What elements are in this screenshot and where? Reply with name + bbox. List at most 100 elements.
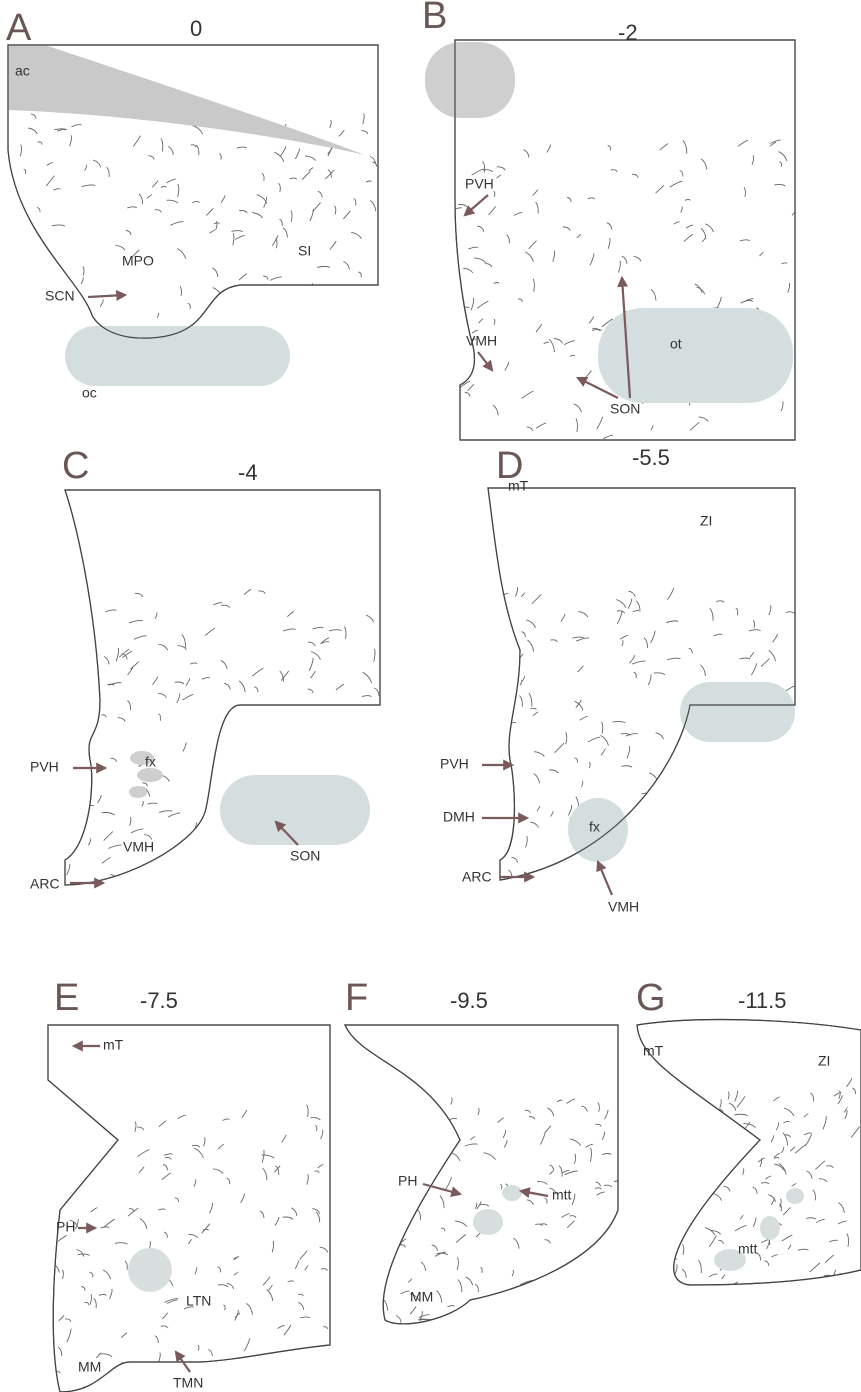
fiber bbox=[242, 306, 248, 309]
region-label: PVH bbox=[30, 759, 59, 775]
fiber bbox=[78, 1129, 81, 1136]
section-panel: D-5.5mTZIPVHDMHfxARCVMH bbox=[440, 445, 802, 915]
fiber bbox=[685, 850, 686, 861]
region-label: PH bbox=[398, 1173, 417, 1189]
fiber bbox=[707, 1164, 718, 1168]
fiber bbox=[705, 1148, 707, 1161]
fiber bbox=[335, 305, 345, 314]
fiber bbox=[24, 276, 28, 287]
fiber bbox=[739, 1139, 750, 1142]
fiber bbox=[244, 879, 255, 884]
fiber bbox=[677, 1088, 680, 1098]
fiber bbox=[346, 1107, 352, 1116]
fiber bbox=[409, 1099, 411, 1108]
fiber bbox=[681, 1176, 687, 1185]
fiber bbox=[207, 808, 211, 817]
panel-letter: B bbox=[422, 0, 447, 37]
fiber bbox=[340, 318, 346, 324]
fiber bbox=[778, 743, 791, 745]
fiber bbox=[81, 821, 83, 827]
fiber bbox=[328, 297, 331, 307]
region-label: ARC bbox=[30, 876, 60, 892]
fiber bbox=[745, 786, 748, 790]
fiber bbox=[277, 313, 281, 318]
structure bbox=[502, 1185, 522, 1201]
fiber bbox=[663, 770, 672, 773]
fiber bbox=[654, 1201, 659, 1203]
fiber bbox=[374, 829, 383, 839]
section-outline bbox=[345, 1025, 618, 1324]
fiber bbox=[640, 1221, 649, 1223]
fiber bbox=[546, 1287, 558, 1291]
fiber bbox=[694, 1144, 702, 1145]
region-label: ZI bbox=[818, 1053, 830, 1069]
fiber bbox=[708, 1151, 714, 1155]
region-label: LTN bbox=[186, 1293, 211, 1309]
fiber bbox=[357, 760, 361, 764]
fiber bbox=[262, 715, 264, 721]
fiber bbox=[421, 1118, 431, 1124]
region-label: ARC bbox=[462, 869, 492, 885]
structure bbox=[473, 1209, 503, 1235]
fiber bbox=[527, 1307, 531, 1315]
fiber bbox=[373, 839, 379, 851]
fiber bbox=[748, 849, 755, 853]
fiber bbox=[674, 785, 681, 789]
fiber bbox=[285, 740, 288, 751]
fiber bbox=[667, 762, 669, 774]
section-panel: B-2PVHVMHotSON bbox=[422, 0, 796, 440]
fiber bbox=[640, 1153, 649, 1158]
fiber bbox=[686, 1122, 695, 1127]
fiber bbox=[354, 1141, 364, 1147]
structure bbox=[65, 326, 290, 386]
fiber bbox=[174, 1370, 182, 1371]
fiber bbox=[739, 814, 746, 819]
region-label: mT bbox=[643, 1043, 664, 1059]
fiber bbox=[339, 746, 345, 755]
fiber bbox=[364, 785, 373, 788]
fiber bbox=[25, 253, 27, 263]
fiber bbox=[433, 1117, 442, 1125]
fiber bbox=[312, 875, 320, 882]
fiber bbox=[633, 1144, 637, 1149]
fiber bbox=[305, 1375, 309, 1384]
fiber bbox=[6, 321, 8, 328]
fiber bbox=[305, 1386, 309, 1390]
fiber bbox=[792, 835, 802, 837]
fiber bbox=[390, 1135, 393, 1140]
fiber bbox=[495, 808, 497, 817]
fiber bbox=[731, 1147, 736, 1151]
fiber bbox=[387, 1199, 392, 1203]
fiber bbox=[397, 1231, 405, 1232]
fiber bbox=[402, 1151, 404, 1158]
fiber bbox=[676, 859, 685, 868]
fiber bbox=[287, 325, 294, 326]
fiber bbox=[362, 1239, 375, 1241]
fiber bbox=[484, 676, 495, 683]
fiber bbox=[349, 296, 356, 303]
fiber bbox=[215, 780, 217, 794]
section-outline bbox=[48, 1025, 330, 1392]
fiber bbox=[636, 819, 637, 829]
region-label: mT bbox=[103, 1037, 124, 1053]
fiber bbox=[710, 836, 715, 843]
fiber bbox=[487, 756, 494, 758]
region-label: MM bbox=[410, 1289, 433, 1305]
fiber bbox=[366, 717, 371, 722]
fiber bbox=[353, 1280, 359, 1283]
fiber bbox=[313, 1378, 325, 1380]
fiber bbox=[381, 1329, 384, 1340]
fiber bbox=[366, 1127, 372, 1128]
fiber bbox=[370, 1137, 376, 1149]
fiber bbox=[652, 1263, 657, 1276]
fiber bbox=[307, 332, 315, 343]
fiber bbox=[659, 1231, 664, 1233]
region-label: PH bbox=[56, 1219, 75, 1235]
fiber bbox=[616, 1268, 617, 1274]
fiber bbox=[479, 1322, 489, 1328]
fiber bbox=[342, 1232, 352, 1235]
fiber bbox=[734, 853, 736, 860]
fiber bbox=[220, 1382, 232, 1388]
fiber bbox=[314, 1354, 319, 1364]
